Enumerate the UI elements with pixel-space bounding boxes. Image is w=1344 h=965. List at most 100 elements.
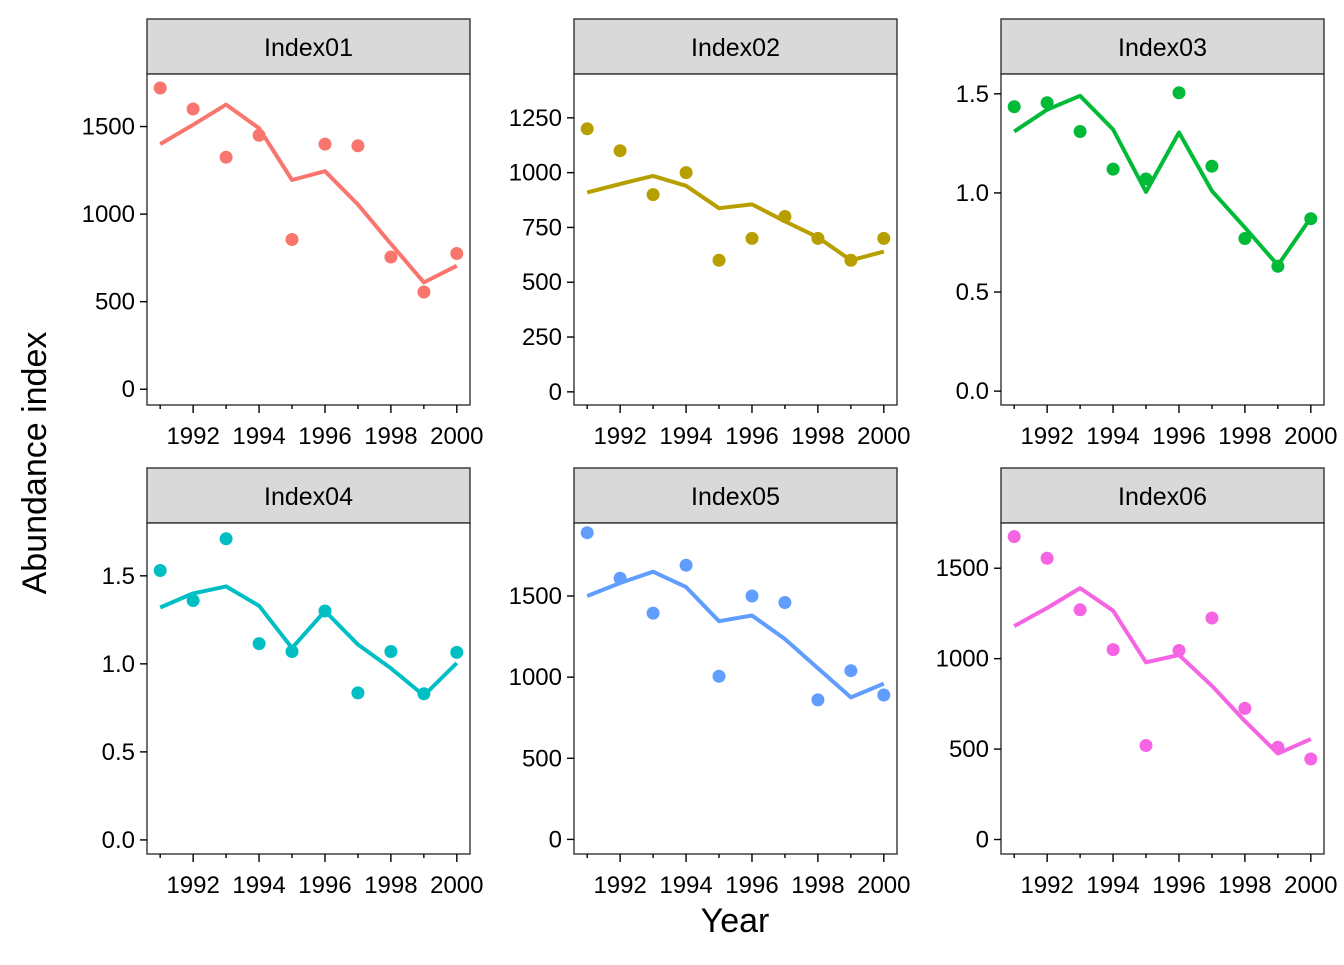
plot-area [1000, 522, 1325, 855]
fitted-line [1013, 93, 1313, 268]
x-tick-label: 1998 [1218, 872, 1271, 899]
data-point [778, 596, 792, 609]
data-point [252, 637, 266, 651]
data-point [450, 247, 464, 260]
data-point [1205, 159, 1219, 173]
data-point [877, 231, 891, 245]
data-point [351, 686, 365, 700]
data-point [679, 166, 693, 180]
x-tick-label: 1994 [232, 872, 285, 899]
x-tick-label: 1996 [725, 423, 778, 450]
x-tick-label: 1992 [1020, 872, 1073, 899]
x-tick-label: 1994 [659, 423, 712, 450]
y-tick-label: 1500 [509, 583, 562, 610]
x-tick-label: 1992 [166, 872, 219, 899]
data-point [712, 253, 726, 267]
facet-label: Index02 [691, 34, 780, 62]
x-tick-label: 1998 [364, 872, 417, 899]
data-point [844, 253, 858, 267]
y-tick-label: 0 [549, 826, 562, 853]
data-point [1106, 162, 1120, 176]
x-tick-label: 1996 [725, 872, 778, 899]
data-point [778, 210, 792, 223]
y-tick-label: 1000 [936, 646, 989, 673]
facet-strip [573, 467, 898, 524]
data-point [811, 231, 825, 245]
y-tick-label: 0 [122, 376, 135, 403]
facet-strip [1000, 18, 1325, 75]
y-tick-label: 500 [95, 289, 135, 316]
data-point [679, 558, 693, 572]
data-point [318, 604, 332, 618]
y-tick-label: 1500 [936, 555, 989, 582]
x-tick-label: 2000 [430, 423, 483, 450]
y-tick-label: 1250 [509, 105, 562, 132]
panel-index01: Index01 0 500 1000 1500 1992 1994 1996 1998 2000 [82, 18, 484, 450]
fitted-line [586, 569, 885, 700]
data-point [745, 231, 759, 245]
data-point [1139, 739, 1153, 752]
data-point [1040, 551, 1054, 565]
data-point [351, 139, 365, 153]
data-point [417, 687, 431, 701]
x-tick-label: 1994 [1086, 872, 1139, 899]
x-tick-label: 2000 [1284, 423, 1337, 450]
data-point [1304, 212, 1318, 226]
x-tick-label: 1996 [1152, 872, 1205, 899]
y-tick-label: 0 [976, 827, 989, 854]
y-tick-label: 1000 [82, 201, 135, 228]
data-point [450, 645, 464, 659]
data-point [153, 564, 167, 577]
data-point [613, 144, 627, 158]
facet-label: Index01 [264, 34, 353, 62]
y-tick-label: 500 [949, 736, 989, 763]
panel-index06: Index06 0 500 1000 1500 1992 1994 1996 1998 2000 [936, 467, 1338, 899]
x-tick-label: 1994 [232, 423, 285, 450]
facet-label: Index03 [1118, 34, 1207, 62]
x-tick-label: 1992 [593, 423, 646, 450]
facet-label: Index04 [264, 483, 353, 511]
x-tick-label: 1998 [791, 423, 844, 450]
panel-index02: Index02 0 250 500 750 1000 1250 1992 1994 1996 199… [509, 18, 911, 450]
x-axis-title: Year [701, 902, 770, 940]
data-point [384, 250, 398, 264]
y-tick-label: 500 [522, 269, 562, 296]
facet-label: Index06 [1118, 483, 1207, 511]
plot-area [1000, 73, 1325, 406]
data-point [219, 150, 233, 164]
x-tick-label: 1998 [364, 423, 417, 450]
data-point [613, 571, 627, 585]
y-tick-label: 1.0 [956, 180, 989, 207]
data-point [252, 128, 266, 142]
fitted-line [159, 584, 459, 698]
x-tick-label: 1994 [659, 872, 712, 899]
data-point [580, 526, 594, 540]
y-tick-label: 0.5 [102, 739, 135, 766]
data-point [186, 594, 200, 607]
data-point [877, 688, 891, 702]
y-tick-label: 1.0 [102, 651, 135, 678]
data-point [1238, 232, 1252, 245]
data-point [1304, 752, 1318, 766]
data-point [745, 589, 759, 603]
y-tick-label: 250 [522, 324, 562, 351]
data-point [646, 606, 660, 620]
data-point [811, 693, 825, 707]
data-point [1073, 603, 1087, 617]
y-tick-label: 1.5 [956, 81, 989, 108]
y-tick-label: 1000 [509, 160, 562, 187]
y-tick-label: 0.0 [102, 827, 135, 854]
data-point [712, 669, 726, 683]
data-point [1172, 644, 1186, 657]
x-tick-label: 1994 [1086, 423, 1139, 450]
data-point [1271, 740, 1285, 754]
fitted-line [159, 102, 458, 285]
facet-strip [1000, 467, 1325, 524]
y-tick-label: 750 [522, 214, 562, 241]
y-axis-title: Abundance index [16, 332, 54, 595]
x-tick-label: 1996 [298, 872, 351, 899]
data-point [285, 233, 299, 246]
data-point [384, 645, 398, 658]
data-point [285, 645, 299, 658]
